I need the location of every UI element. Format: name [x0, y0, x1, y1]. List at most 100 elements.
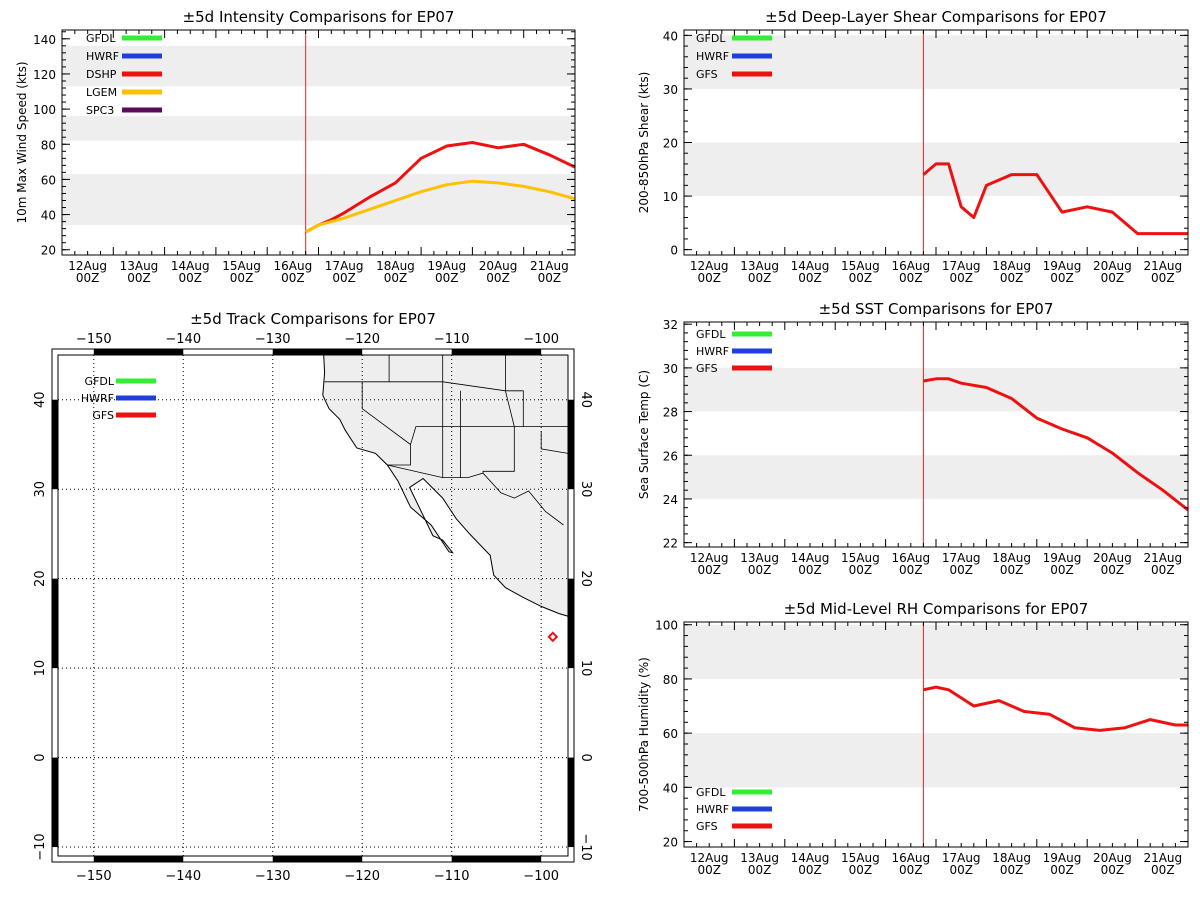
rh-xtick-day: 19Aug [1043, 851, 1082, 865]
track-border-seg-bottom [93, 856, 184, 862]
track-lon-label-bottom: −140 [165, 869, 201, 884]
track-border-seg-top [93, 349, 184, 355]
sst-xtick-day: 14Aug [791, 551, 830, 565]
shear-ytick-label: 10 [663, 190, 678, 204]
intensity-ytick-label: 140 [33, 33, 56, 47]
sst-axes-frame [683, 321, 1189, 548]
intensity-xtick-day: 18Aug [376, 259, 415, 273]
track-border-seg-left [52, 399, 58, 490]
track-lat-label-left: 10 [33, 660, 48, 677]
shear-xtick-hour: 00Z [1050, 271, 1074, 285]
track-border-seg-right [568, 399, 574, 490]
rh-xtick-day: 18Aug [992, 851, 1031, 865]
intensity-xtick-day: 17Aug [325, 259, 364, 273]
intensity-xtick-day: 15Aug [222, 259, 261, 273]
track-lat-label-right: 40 [578, 391, 593, 408]
sst-band-1 [684, 367, 1188, 412]
intensity-ytick-label: 100 [33, 103, 56, 117]
rh-xtick-day: 13Aug [740, 851, 779, 865]
rh-xtick-hour: 00Z [1050, 863, 1074, 877]
sst-ytick-label: 24 [663, 493, 678, 507]
track-lat-label-left: 0 [33, 753, 48, 761]
track-lat-label-right: 0 [578, 753, 593, 761]
shear-xtick-hour: 00Z [1151, 271, 1175, 285]
track-storm-marker [547, 631, 559, 643]
rh-ytick-label: 60 [663, 727, 678, 741]
rh-xtick-day: 21Aug [1143, 851, 1182, 865]
track-lat-label-right: 30 [578, 481, 593, 498]
intensity-chart: ±5d Intensity Comparisons for EP07 20 40 60… [15, 8, 576, 285]
track-border-seg-right [568, 757, 574, 848]
rh-xtick-hour: 00Z [748, 863, 772, 877]
intensity-xtick-hour: 00Z [538, 271, 562, 285]
rh-xtick-hour: 00Z [1000, 863, 1024, 877]
intensity-xtick-day: 19Aug [427, 259, 466, 273]
sst-xtick-day: 12Aug [690, 551, 729, 565]
intensity-xtick-day: 16Aug [273, 259, 312, 273]
sst-ylabel: Sea Surface Temp (C) [637, 370, 651, 499]
sst-xtick-day: 21Aug [1143, 551, 1182, 565]
shear-xtick-day: 21Aug [1143, 259, 1182, 273]
rh-ytick-label: 20 [663, 836, 678, 850]
intensity-xtick-hour: 00Z [76, 271, 100, 285]
rh-legend-label-gfs: GFS [696, 820, 718, 833]
track-lon-label-bottom: −100 [523, 869, 559, 884]
intensity-ytick-label: 60 [41, 173, 56, 187]
rh-xtick-hour: 00Z [1151, 863, 1175, 877]
rh-title: ±5d Mid-Level RH Comparisons for EP07 [784, 600, 1089, 618]
sst-xtick-day: 19Aug [1043, 551, 1082, 565]
shear-chart: ±5d Deep-Layer Shear Comparisons for EP0… [637, 8, 1189, 285]
intensity-xtick-hour: 00Z [281, 271, 305, 285]
intensity-series-lgem [304, 179, 576, 234]
track-border-seg-bottom [451, 856, 542, 862]
intensity-xtick-hour: 00Z [486, 271, 510, 285]
shear-xtick-day: 14Aug [791, 259, 830, 273]
intensity-legend-label-hwrf: HWRF [86, 50, 119, 63]
track-lat-label-left: 20 [33, 570, 48, 587]
rh-xtick-day: 16Aug [891, 851, 930, 865]
sst-xtick-day: 18Aug [992, 551, 1031, 565]
intensity-ytick-label: 40 [41, 209, 56, 223]
intensity-band-1 [62, 116, 575, 141]
shear-band-1 [684, 35, 1188, 89]
sst-xtick-hour: 00Z [849, 563, 873, 577]
intensity-xtick-hour: 00Z [435, 271, 459, 285]
sst-xtick-hour: 00Z [748, 563, 772, 577]
intensity-xtick-hour: 00Z [230, 271, 254, 285]
track-legend-label-gfs: GFS [92, 409, 114, 422]
track-lon-label-top: −150 [76, 332, 112, 347]
sst-xtick-day: 15Aug [841, 551, 880, 565]
track-map: ±5d Track Comparisons for EP07 −150 −150 −1… [33, 310, 593, 884]
sst-xtick-day: 20Aug [1093, 551, 1132, 565]
track-lon-label-top: −110 [434, 332, 470, 347]
track-lat-label-left: −10 [33, 833, 48, 860]
track-border-seg-right [568, 578, 574, 669]
shear-xtick-day: 13Aug [740, 259, 779, 273]
sst-xtick-hour: 00Z [949, 563, 973, 577]
intensity-ytick-label: 20 [41, 244, 56, 258]
sst-xtick-day: 17Aug [942, 551, 981, 565]
shear-ytick-label: 20 [663, 137, 678, 151]
shear-xtick-day: 20Aug [1093, 259, 1132, 273]
shear-title: ±5d Deep-Layer Shear Comparisons for EP0… [765, 8, 1107, 26]
track-lat-label-left: 40 [33, 391, 48, 408]
track-lon-label-bottom: −110 [434, 869, 470, 884]
rh-xtick-day: 20Aug [1093, 851, 1132, 865]
rh-xtick-day: 15Aug [841, 851, 880, 865]
intensity-ylabel: 10m Max Wind Speed (kts) [15, 61, 29, 223]
sst-series-gfs [923, 377, 1189, 512]
shear-series-gfs [922, 162, 1188, 236]
track-lat-label-left: 30 [33, 481, 48, 498]
track-lat-label-right: −10 [578, 833, 593, 860]
track-lon-label-top: −130 [255, 332, 291, 347]
sst-ytick-label: 32 [663, 318, 678, 332]
intensity-xtick-day: 21Aug [530, 259, 569, 273]
shear-legend-label-gfs: GFS [696, 68, 718, 81]
track-lon-label-bottom: −120 [344, 869, 380, 884]
track-border-seg-left [52, 757, 58, 848]
sst-ytick-label: 30 [663, 362, 678, 376]
shear-xtick-day: 19Aug [1043, 259, 1082, 273]
rh-xtick-hour: 00Z [1101, 863, 1125, 877]
shear-xtick-day: 15Aug [841, 259, 880, 273]
